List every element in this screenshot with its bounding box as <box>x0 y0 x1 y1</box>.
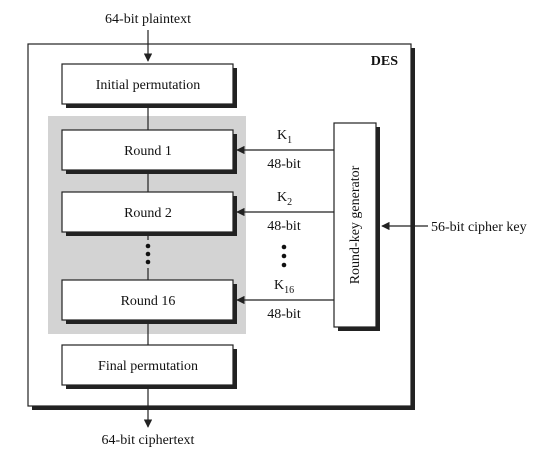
ellipsis-dot <box>145 251 151 257</box>
key-label-16: K16 <box>274 278 294 296</box>
initial-permutation-box <box>61 63 234 105</box>
key-label-2: K2 <box>277 190 292 208</box>
key-ellipsis-dot <box>281 262 287 268</box>
key-ellipsis-dot <box>281 244 287 250</box>
round-2-label: Round 2 <box>124 206 172 221</box>
cipher-key-label: 56-bit cipher key <box>431 220 527 235</box>
round-16-label: Round 16 <box>121 294 176 309</box>
round-2-box <box>61 191 234 233</box>
round-1-box <box>61 129 234 171</box>
final-permutation-box <box>61 344 234 386</box>
key-bits-16: 48-bit <box>267 307 301 322</box>
plaintext-label: 64-bit plaintext <box>105 12 191 27</box>
key-ellipsis-dot <box>281 253 287 259</box>
key-bits-2: 48-bit <box>267 219 301 234</box>
ellipsis-dot <box>145 243 151 249</box>
final-permutation-label: Final permutation <box>98 359 198 374</box>
ellipsis-dot <box>145 259 151 265</box>
ciphertext-label: 64-bit ciphertext <box>102 433 195 448</box>
initial-permutation-label: Initial permutation <box>96 78 201 93</box>
key-bits-1: 48-bit <box>267 157 301 172</box>
key-label-1: K1 <box>277 128 292 146</box>
round-key-generator-label: Round-key generator <box>348 165 363 284</box>
round-16-box <box>61 279 234 321</box>
round-key-generator-box <box>333 122 377 328</box>
des-title: DES <box>371 54 398 69</box>
round-1-label: Round 1 <box>124 144 172 159</box>
